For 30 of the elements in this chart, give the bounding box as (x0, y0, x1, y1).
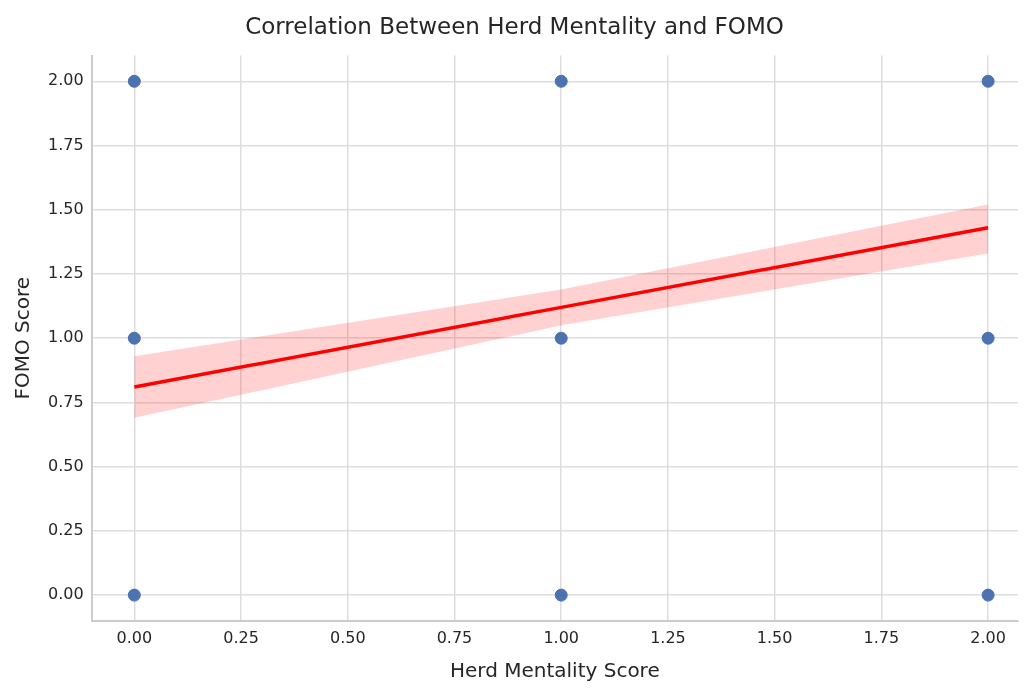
point (127, 331, 141, 345)
y-tick-label: 1.50 (48, 198, 84, 218)
y-tick-label: 0.25 (48, 520, 84, 540)
point (981, 331, 995, 345)
point (981, 588, 995, 602)
y-tick-label: 0.75 (48, 391, 84, 411)
y-tick-label: 0.00 (48, 584, 84, 604)
y-tick-label: 1.75 (48, 134, 84, 154)
x-tick-label: 1.25 (650, 627, 686, 647)
point (554, 331, 568, 345)
chart-title: Correlation Between Herd Mentality and FOMO (245, 12, 784, 39)
y-axis-title: FOMO Score (10, 276, 35, 400)
x-tick-label: 1.50 (756, 627, 793, 647)
x-tick-label: 1.00 (543, 627, 580, 647)
x-tick-label: 0.00 (116, 627, 153, 647)
point (981, 74, 995, 88)
y-tick-label: 0.50 (48, 455, 84, 475)
x-tick-label: 0.50 (329, 627, 366, 647)
point (554, 588, 568, 602)
x-tick-label: 0.75 (436, 627, 473, 647)
x-tick-label: 1.75 (863, 627, 900, 647)
x-tick-label: 2.00 (970, 627, 1006, 647)
y-tick-label: 1.25 (48, 263, 84, 283)
point (127, 588, 141, 602)
point (127, 74, 141, 88)
y-tick-label: 1.00 (48, 327, 84, 347)
y-tick-label: 2.00 (48, 70, 84, 90)
point (554, 74, 568, 88)
x-axis-title: Herd Mentality Score (449, 658, 660, 683)
x-tick-label: 0.25 (223, 627, 259, 647)
